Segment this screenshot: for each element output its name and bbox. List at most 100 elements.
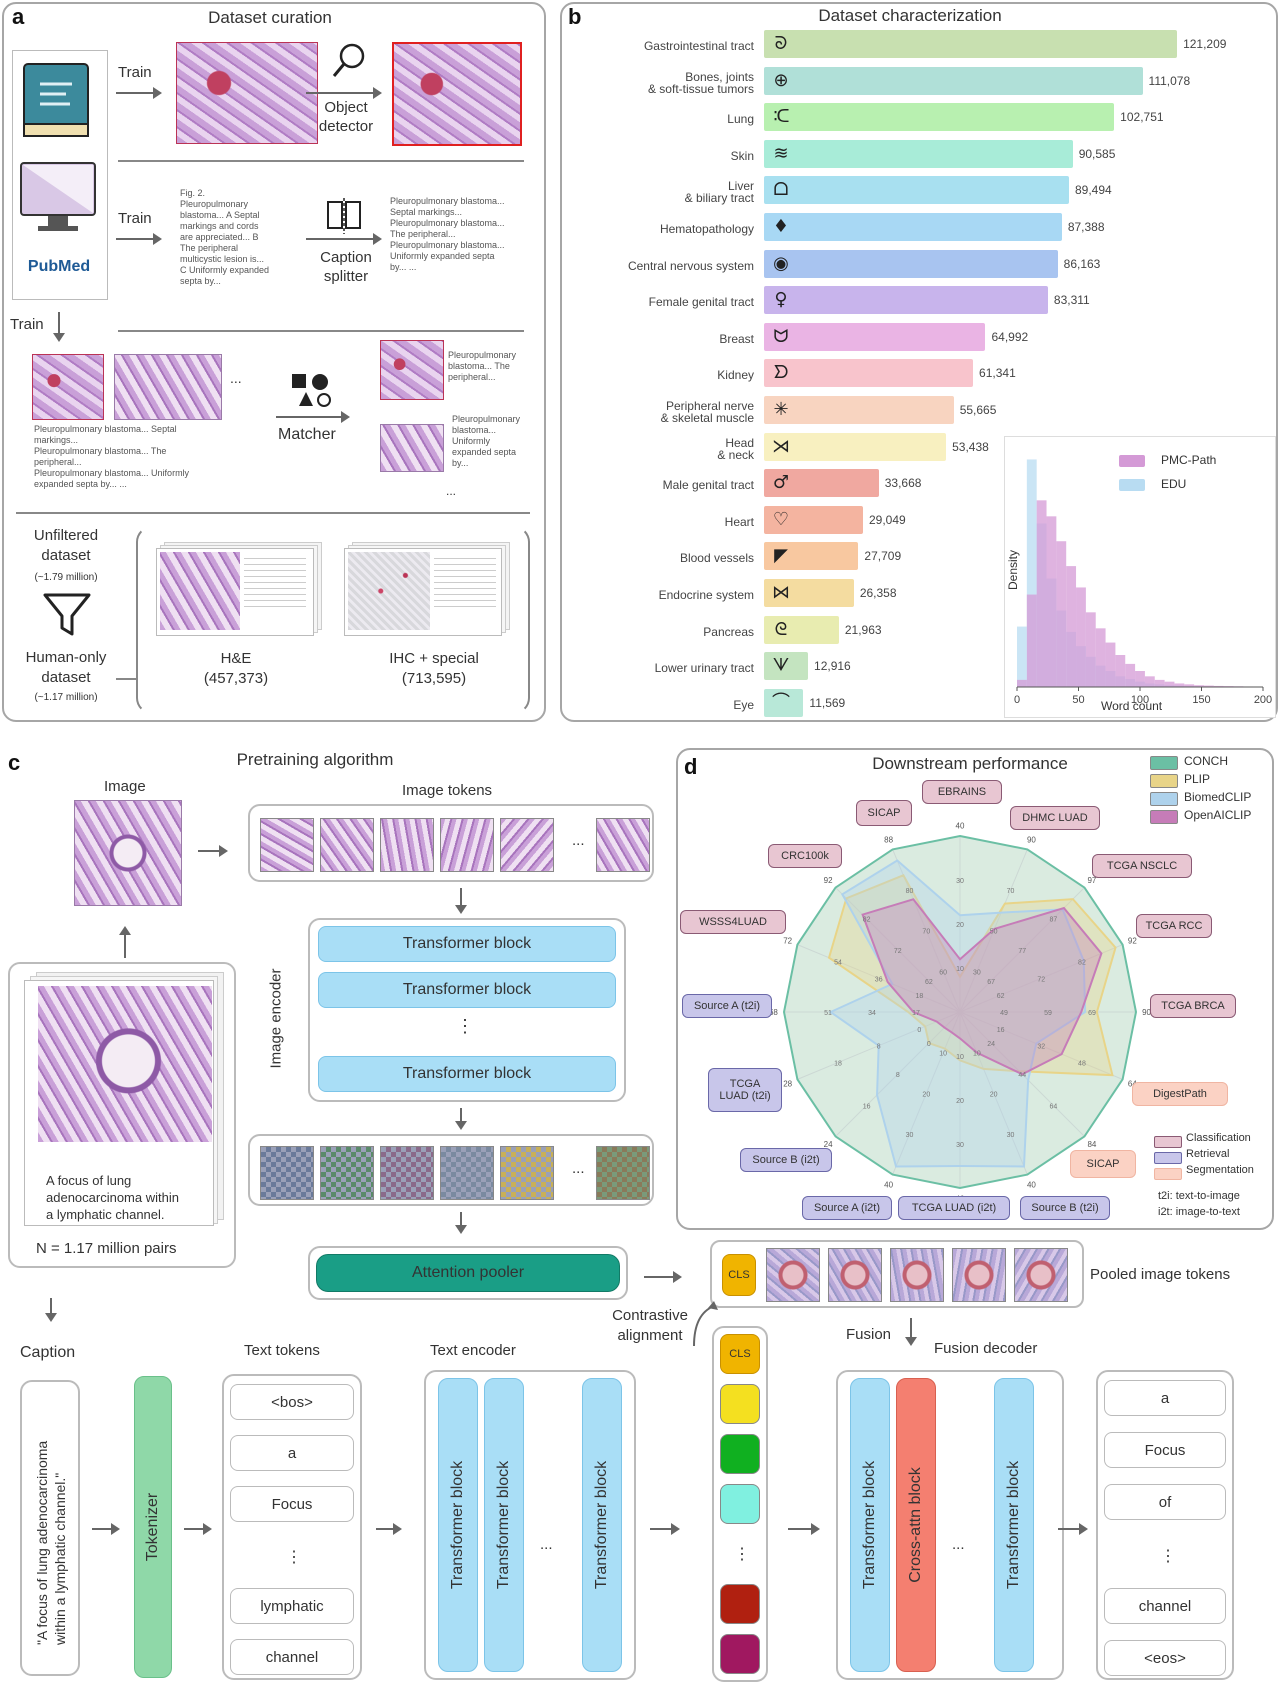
bar-value-9: 61,341 [979,366,1016,381]
text-tokens-box [222,1374,362,1680]
histogram-tick-label-2: 100 [1131,694,1149,706]
legend-swatch-conch [1150,756,1178,770]
radar-ring-label-3-2: 62 [997,993,1005,1000]
radar-max-label-0: 40 [956,821,965,830]
radar-ring-label-6-1: 44 [1018,1072,1026,1079]
radar-max-label-12: 68 [769,1008,778,1017]
bar-label-16: Pancreas [703,624,754,639]
attention-pooler[interactable]: Attention pooler [316,1254,620,1292]
radar-tag-wsss: WSSS4LUAD [680,910,786,934]
panel-d-label: d [684,754,698,779]
split-caption-text: Pleuropulmonary blastoma... Septal marki… [390,196,505,272]
bar-15 [764,579,854,607]
bar-value-16: 21,963 [844,622,882,637]
bar-value-18: 11,569 [809,695,846,710]
panel-c-title: Pretraining algorithm [236,750,394,769]
output-token-2: of [1104,1484,1226,1520]
bar-label-12: Male genital tract [662,478,754,493]
note-t2i: t2i: text-to-image [1158,1190,1240,1202]
histogram-bin-edu-0 [1017,626,1027,687]
train-label-2: Train [118,210,152,227]
embedding-token-4 [500,1146,554,1200]
histogram-bin-edu-1 [1026,459,1037,687]
caption-box [20,1380,80,1676]
blood-drop-icon: ♦ [772,216,790,237]
bar-label-14: Blood vessels [679,551,754,566]
arrow-train-1 [116,87,162,99]
radar-ring-label-7-1: 20 [990,1091,998,1098]
radar-series-biomedclip [828,859,1087,1168]
arrow-splitter [306,233,382,245]
bar-value-14: 27,709 [864,549,902,564]
bar-label-10: Peripheral nerve & skeletal muscle [660,399,754,425]
bar-label-18: Eye [733,697,754,712]
radar-tag-sicap_seg: SICAP [1070,1150,1136,1178]
output-token-1: Focus [1104,1432,1226,1468]
caption-text: "A focus of lung adenocarcinoma within a… [34,1440,68,1645]
radar-ring-label-2-0: 87 [1049,917,1057,924]
bar-11 [764,432,947,461]
matched-caption-1: Pleuropulmonary blastoma... The peripher… [448,350,517,382]
histogram-tick-label-3: 150 [1192,694,1210,706]
embedding-token-3 [440,1146,494,1200]
he-card-stack [156,542,322,636]
histogram-bin-pmc-path-12 [1135,671,1145,687]
task-legend-2: Segmentation [1186,1164,1254,1176]
word-count-histogram: 0 50 100 150 200 PMC-Path EDU Word count Den… [1004,436,1276,718]
radar-tag-luad_i2t: TCGA LUAD (i2t) [898,1196,1010,1220]
radar-max-label-10: 24 [824,1140,833,1149]
arrow-to-output [1058,1523,1088,1535]
ihc-label: IHC + special [389,650,479,667]
pooled-token-row [766,1246,1076,1302]
arrow-matcher [276,411,350,423]
text-embedding-1 [720,1384,760,1424]
radar-ring-label-15-1: 70 [922,929,930,936]
histogram-bin-pmc-path-11 [1125,663,1136,687]
ihc-card-stack [344,542,510,636]
radar-tag-sicap: SICAP [856,800,912,826]
bracket [136,526,530,714]
histogram-bin-pmc-path-14 [1154,679,1165,687]
bar-12 [764,469,879,498]
radar-tag-srcb_i2t: Source B (i2t) [740,1148,832,1172]
image-transformer-block-1: Transformer block [318,926,616,962]
radar-max-label-14: 92 [824,876,833,885]
image-token-4 [500,818,554,872]
ellipsis-left: ... [230,370,242,386]
contrastive-label: Contrastive alignment [612,1307,688,1344]
histogram-bin-pmc-path-4 [1056,541,1067,687]
histogram-bin-pmc-path-1 [1026,594,1037,687]
histogram-bin-pmc-path-5 [1066,566,1077,687]
skin-icon: ≋ [773,142,789,164]
arrow-up-to-image [119,926,131,958]
bar-4 [764,176,1069,205]
histogram-svg: 0 50 100 150 200 [1014,459,1272,706]
cross-attn-block: Cross-attn block [896,1378,936,1672]
pairs-count: N = 1.17 million pairs [36,1240,177,1257]
radar-ring-label-9-2: 10 [939,1051,947,1058]
funnel-icon [42,592,92,638]
text-token-2: Focus [230,1486,354,1522]
bar-9 [764,359,974,388]
bar-value-17: 12,916 [814,659,851,674]
pooled-token-2 [890,1248,944,1302]
arrow-to-pooled [644,1271,682,1283]
histogram-bin-pmc-path-8 [1095,628,1106,687]
human-only-count: (~1.17 million) [34,692,98,703]
bar-label-1: Bones, joints & soft-tissue tumors [647,69,754,96]
bar-label-3: Skin [730,148,754,163]
radar-ring-label-4-0: 69 [1088,1010,1096,1017]
text-token-4: lymphatic [230,1588,354,1624]
legend-swatch-pmc [1119,455,1145,467]
radar-max-label-2: 97 [1087,876,1096,885]
radar-series-plip [827,874,1117,1077]
legend-swatch-openaiclip [1150,810,1178,824]
histogram-bin-pmc-path-9 [1105,642,1116,687]
text-embedding-cls: CLS [720,1334,760,1374]
radar-ring-label-10-1: 8 [896,1072,900,1079]
radar-tag-srcb_t2i: Source B (t2i) [1020,1196,1110,1220]
legend-edu: EDU [1161,477,1187,491]
image-tokens-label: Image tokens [402,782,493,799]
radar-max-label-4: 90 [1142,1008,1151,1017]
image-token-ellipsis: ... [572,832,585,849]
